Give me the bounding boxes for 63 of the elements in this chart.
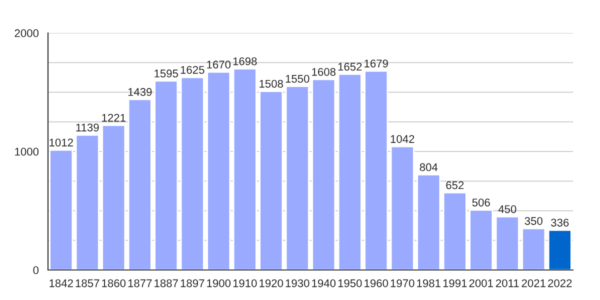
x-tick-label: 1860 (102, 279, 126, 288)
data-label: 1595 (154, 70, 178, 78)
data-label: 336 (551, 218, 569, 227)
data-label: 506 (472, 198, 490, 206)
data-label: 450 (498, 205, 516, 214)
x-tick-label: 1970 (390, 279, 414, 288)
data-label: 1042 (390, 135, 414, 143)
data-label: 1625 (180, 66, 204, 74)
data-label: 1698 (233, 57, 257, 66)
x-tick-label: 1981 (417, 279, 440, 288)
data-label: 1439 (128, 88, 152, 96)
x-tick-label: 2011 (496, 279, 519, 288)
x-tick-label: 1897 (180, 279, 204, 288)
bar (548, 229, 572, 270)
data-label: 350 (524, 217, 542, 225)
bar (312, 78, 336, 270)
data-label: 1508 (260, 80, 283, 88)
bar (390, 146, 414, 270)
bar (495, 216, 520, 270)
y-tick-label: 1000 (15, 148, 39, 156)
x-tick-label: 2001 (469, 279, 493, 288)
bar (232, 68, 257, 270)
y-tick-label: 0 (33, 266, 39, 274)
x-tick-label: 1910 (233, 279, 257, 288)
x-tick-label: 1857 (76, 279, 100, 288)
bar (442, 192, 467, 270)
bar (469, 209, 494, 270)
x-tick-label: 1960 (364, 279, 388, 288)
x-tick-label: 1842 (50, 279, 73, 288)
bar (285, 86, 310, 270)
x-tick-label: 1877 (128, 279, 152, 288)
data-label: 1550 (286, 74, 310, 83)
bar (259, 90, 284, 270)
x-tick-label: 1950 (338, 279, 362, 288)
data-label: 1221 (102, 114, 126, 122)
bar (128, 98, 152, 270)
bar (364, 70, 388, 270)
x-tick-label: 1930 (286, 279, 310, 288)
bar (102, 124, 126, 270)
bar (49, 149, 74, 270)
x-tick-label: 1920 (260, 279, 284, 288)
bar (180, 76, 204, 270)
x-tick-label: 1900 (207, 279, 231, 288)
x-tick-label: 2022 (548, 279, 572, 288)
data-label: 1139 (76, 124, 99, 132)
x-tick-label: 1940 (312, 279, 336, 288)
data-label: 1608 (312, 68, 336, 76)
bar (154, 80, 178, 270)
data-label: 1012 (50, 138, 73, 146)
data-label: 1670 (207, 60, 231, 69)
x-tick-label: 1887 (154, 279, 178, 288)
data-label: 1679 (364, 60, 388, 68)
bar (416, 174, 441, 270)
x-tick-label: 2021 (522, 279, 546, 288)
data-label: 1652 (338, 62, 362, 71)
data-label: 652 (446, 181, 464, 190)
bar (522, 228, 546, 270)
bar (75, 134, 100, 270)
bar (206, 71, 231, 270)
data-label: 804 (420, 163, 438, 172)
y-tick-label: 2000 (14, 29, 39, 38)
x-tick-label: 1991 (443, 279, 467, 288)
bar (338, 74, 362, 270)
